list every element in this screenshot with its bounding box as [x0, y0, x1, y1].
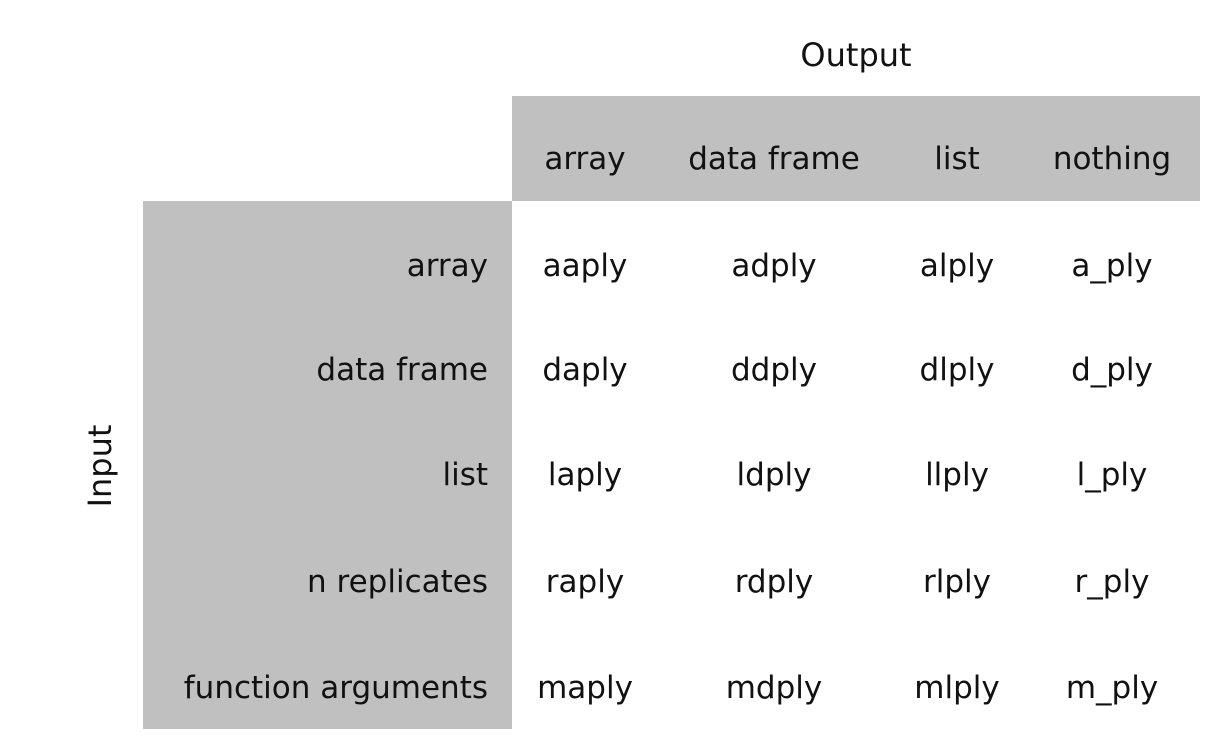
output-axis-title: Output [800, 36, 912, 74]
table-cell: dlply [919, 352, 995, 388]
column-header-band [512, 96, 1200, 201]
row-header-data-frame: data frame [316, 352, 488, 388]
table-cell: mdply [725, 670, 823, 706]
col-header-nothing: nothing [1052, 141, 1172, 177]
table-cell: d_ply [1071, 352, 1153, 388]
table-cell: laply [547, 457, 623, 493]
row-header-list: list [442, 457, 488, 493]
table-cell: llply [925, 457, 989, 493]
table-cell: m_ply [1065, 670, 1159, 706]
table-cell: rlply [923, 564, 991, 600]
table-cell: l_ply [1076, 457, 1148, 493]
table-cell: maply [537, 670, 633, 706]
table-cell: daply [542, 352, 628, 388]
table-cell: rdply [734, 564, 814, 600]
table-cell: r_ply [1074, 564, 1150, 600]
table-cell: raply [545, 564, 625, 600]
col-header-list: list [934, 141, 980, 177]
table-cell: mlply [914, 670, 1000, 706]
col-header-data-frame: data frame [688, 141, 860, 177]
input-axis-title: Input [81, 424, 119, 508]
col-header-array: array [544, 141, 626, 177]
table-cell: ldply [736, 457, 812, 493]
table-cell: aaply [542, 248, 628, 284]
table-cell: ddply [731, 352, 817, 388]
table-cell: adply [731, 248, 817, 284]
table-cell: alply [919, 248, 995, 284]
row-header-band [143, 201, 512, 729]
row-header-function-arguments: function arguments [183, 670, 488, 706]
table-cell: a_ply [1071, 248, 1153, 284]
row-header-array: array [406, 248, 488, 284]
row-header-n-replicates: n replicates [307, 564, 488, 600]
